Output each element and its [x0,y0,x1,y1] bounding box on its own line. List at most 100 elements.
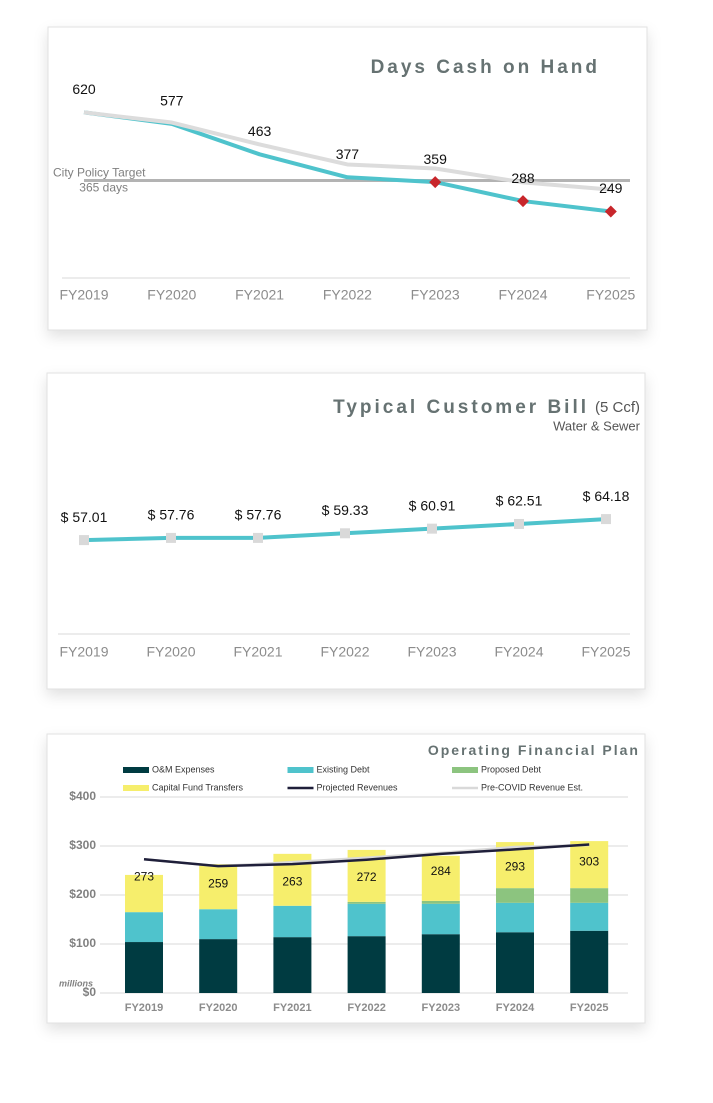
bar-segment [199,909,238,940]
bar-segment [199,864,238,910]
legend-swatch [123,767,149,773]
legend-label: Capital Fund Transfers [152,782,244,792]
x-tick-label: FY2022 [320,644,369,660]
target-sublabel: 365 days [79,181,128,195]
bar-segment [125,942,163,993]
x-tick-label: FY2019 [125,1002,164,1014]
marker [166,532,176,543]
data-label: 293 [505,860,525,874]
legend-label: Pre-COVID Revenue Est. [481,782,583,792]
x-tick-label: FY2020 [199,1002,238,1014]
data-label: 259 [208,876,228,890]
title-text: Typical Customer Bill [333,397,589,418]
x-tick-label: FY2024 [494,644,543,660]
y-tick-label: $0 [83,985,97,999]
bar-segment [421,934,460,993]
bar-segment [273,905,312,938]
marker [253,532,263,543]
data-label: $ 57.01 [61,509,108,525]
marker [79,535,89,546]
data-label: 284 [431,864,451,878]
chart-title: Days Cash on Hand [371,57,600,78]
bar-segment [347,901,386,904]
x-tick-label: FY2025 [581,644,630,660]
x-tick-label: FY2020 [147,287,196,303]
bar-segment [496,888,534,903]
chart-title: Typical Customer Bill (5 Ccf) [333,397,640,418]
unit-note: millions [59,978,93,988]
data-label: 273 [134,869,154,883]
target-label: City Policy Target [53,166,146,180]
bar-segment [570,902,609,931]
y-tick-label: $200 [69,887,96,901]
x-tick-label: FY2025 [586,287,635,303]
bar-segment [125,912,163,943]
data-label: 463 [248,123,272,139]
data-label: $ 59.33 [322,502,369,518]
bar-segment [570,930,609,993]
x-tick-label: FY2020 [146,644,195,660]
x-tick-label: FY2023 [422,1002,461,1014]
data-label: $ 57.76 [148,507,195,523]
bar-segment [421,900,460,904]
legend-label: O&M Expenses [152,764,215,774]
legend-label: Existing Debt [317,764,371,774]
line [143,843,590,868]
data-label: $ 57.76 [235,507,282,523]
x-tick-label: FY2019 [59,287,108,303]
bar-segment [570,888,609,903]
chart-title: Operating Financial Plan [428,742,640,758]
title-text: Days Cash on Hand [371,57,600,78]
data-label: 577 [160,93,184,109]
title-note: (5 Ccf) [595,399,640,416]
data-label: 303 [579,855,599,869]
x-tick-label: FY2024 [496,1002,535,1014]
x-tick-label: FY2022 [347,1002,386,1014]
data-label: $ 62.51 [496,493,543,509]
data-label: 620 [72,81,96,97]
bar-segment [496,932,534,993]
data-label: 377 [336,146,360,162]
x-tick-label: FY2021 [235,287,284,303]
x-tick-label: FY2021 [233,644,282,660]
legend-swatch [123,785,149,791]
data-label: 249 [599,180,623,196]
x-tick-label: FY2019 [59,644,108,660]
bar-segment [496,902,534,933]
data-label: $ 64.18 [583,488,630,504]
bar-segment [125,874,163,913]
marker [429,176,442,189]
data-label: $ 60.91 [409,497,456,513]
legend-swatch [452,767,478,773]
data-label: 288 [511,170,535,186]
x-tick-label: FY2021 [273,1002,312,1014]
legend-swatch [287,767,314,773]
bar-segment [273,937,312,993]
bar-segment [199,939,238,993]
x-tick-label: FY2023 [407,644,456,660]
chart-subtitle: Water & Sewer [553,418,641,433]
marker [427,523,437,534]
marker [514,518,524,529]
x-tick-label: FY2025 [570,1002,609,1014]
line [83,110,611,192]
x-tick-label: FY2023 [411,287,460,303]
marker [601,514,611,525]
marker [517,195,529,208]
y-tick-label: $100 [69,936,96,950]
data-label: 263 [282,874,302,888]
y-tick-label: $300 [69,838,96,852]
bar-segment [347,903,386,937]
legend-label: Projected Revenues [317,782,399,792]
bar-segment [347,936,386,993]
bar-segment [421,855,460,901]
x-tick-label: FY2024 [498,287,547,303]
data-label: 272 [357,870,377,884]
x-tick-label: FY2022 [323,287,372,303]
data-label: 359 [424,151,448,167]
title-text: Operating Financial Plan [428,742,640,758]
legend-label: Proposed Debt [481,764,542,774]
y-tick-label: $400 [69,789,96,803]
marker [340,528,350,539]
